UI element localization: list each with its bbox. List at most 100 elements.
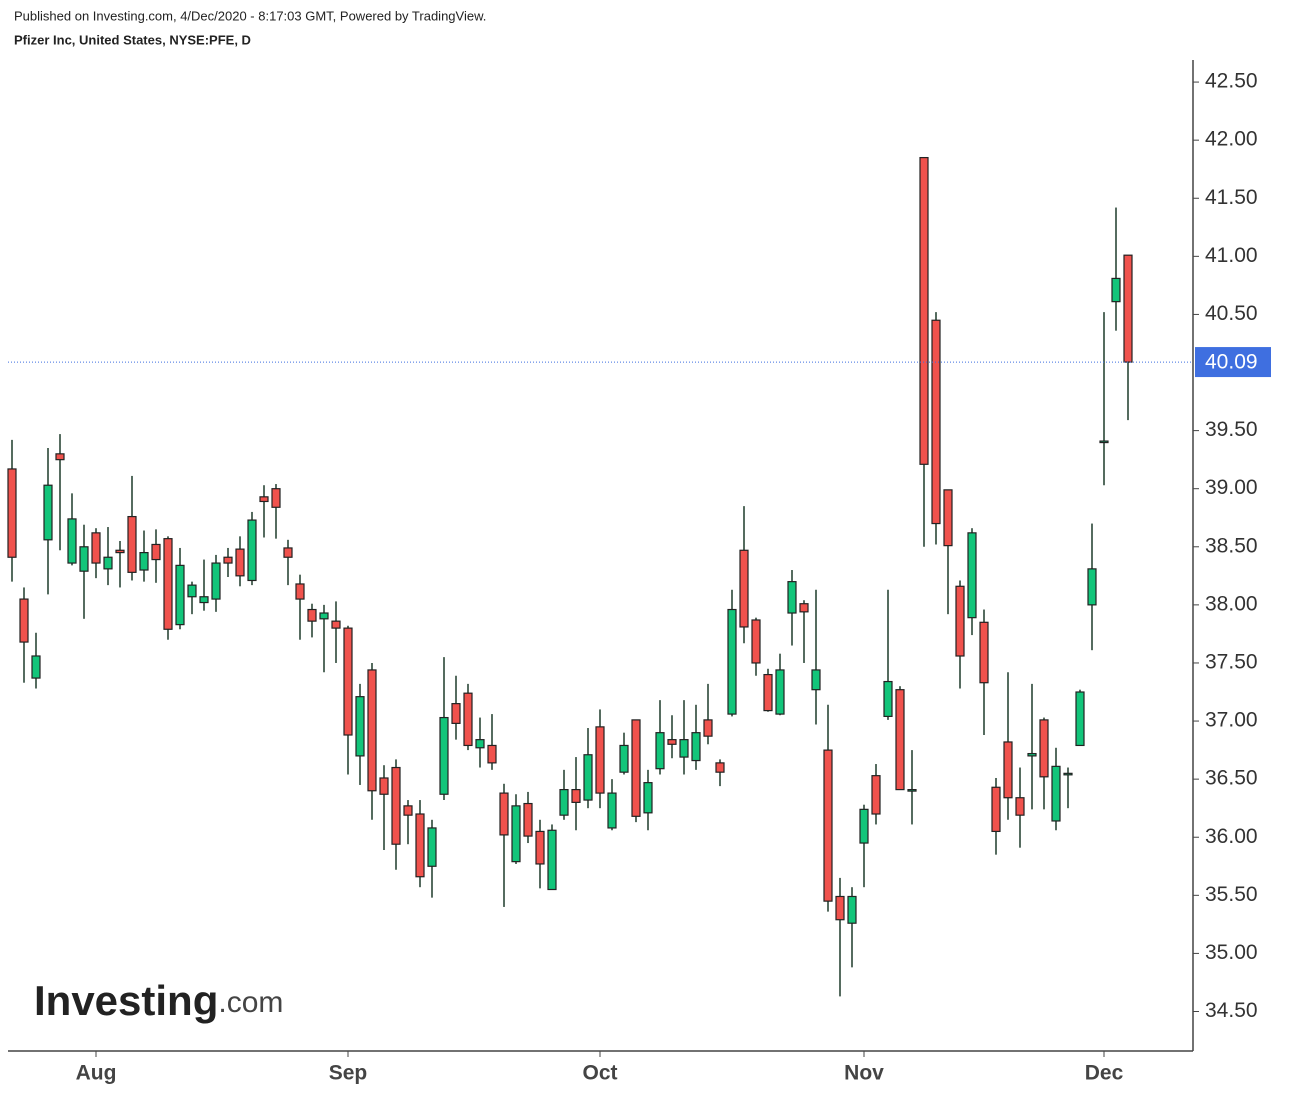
candle-body — [343, 627, 353, 736]
candle-body — [919, 156, 929, 465]
x-tick-label: Dec — [1085, 1062, 1124, 1085]
y-tick-label: 42.50 — [1205, 70, 1258, 93]
candle-body — [307, 608, 317, 622]
chart-subtitle: Published on Investing.com, 4/Dec/2020 -… — [14, 8, 486, 23]
x-tick-label: Nov — [844, 1062, 884, 1085]
y-tick-label: 35.50 — [1205, 883, 1258, 906]
candle-body — [391, 766, 401, 845]
candle-body — [667, 739, 677, 745]
candle-body — [1015, 797, 1025, 816]
candle-body — [463, 692, 473, 747]
candle-body — [139, 551, 149, 571]
candle-body — [955, 585, 965, 657]
candle-body — [79, 546, 89, 572]
y-tick-label: 38.00 — [1205, 592, 1258, 615]
candle-body — [523, 802, 533, 837]
candle-body — [187, 584, 197, 598]
candle-body — [931, 319, 941, 525]
candle-body — [1027, 752, 1037, 757]
candle-body — [607, 792, 617, 829]
candle-body — [319, 612, 329, 620]
y-tick-label: 39.50 — [1205, 418, 1258, 441]
candle-body — [31, 655, 41, 679]
candle-body — [451, 703, 461, 724]
candle-body — [775, 669, 785, 715]
candle-body — [151, 543, 161, 561]
candle-body — [415, 813, 425, 878]
watermark-suffix: .com — [218, 986, 283, 1019]
x-tick-label: Aug — [76, 1062, 117, 1085]
candle-body — [1087, 568, 1097, 606]
candle-body — [199, 596, 209, 604]
candle-body — [43, 484, 53, 541]
candle-body — [535, 830, 545, 865]
candle-body — [175, 564, 185, 626]
candle-body — [655, 732, 665, 770]
candle-body — [19, 598, 29, 643]
candle-body — [163, 538, 173, 630]
candle-body — [55, 453, 65, 461]
candle-body — [1003, 741, 1013, 799]
candle-body — [811, 669, 821, 691]
candle-body — [295, 583, 305, 600]
candle-body — [1111, 277, 1121, 303]
y-tick-label: 41.50 — [1205, 186, 1258, 209]
y-tick-label: 39.00 — [1205, 476, 1258, 499]
candle-body — [439, 716, 449, 795]
candle-body — [871, 775, 881, 815]
candle-body — [943, 489, 953, 547]
y-tick-label: 40.50 — [1205, 302, 1258, 325]
candle-body — [643, 782, 653, 814]
last-price-label: 40.09 — [1205, 351, 1258, 374]
candle-body — [379, 777, 389, 795]
y-tick-label: 34.50 — [1205, 999, 1258, 1022]
y-tick-label: 37.00 — [1205, 709, 1258, 732]
candle-body — [511, 805, 521, 863]
candle-body — [619, 744, 629, 773]
candle-body — [763, 673, 773, 712]
watermark-main: Investing — [34, 977, 218, 1024]
chart-title: Pfizer Inc, United States, NYSE:PFE, D — [14, 32, 251, 47]
candle-body — [883, 680, 893, 718]
candle-body — [979, 621, 989, 684]
candle-body — [223, 556, 233, 564]
candle-body — [967, 532, 977, 619]
candle-body — [283, 547, 293, 558]
candle-body — [991, 786, 1001, 833]
candle-body — [727, 608, 737, 715]
candle-body — [895, 689, 905, 791]
candle-body — [823, 749, 833, 902]
candle-body — [847, 895, 857, 924]
y-tick-label: 36.50 — [1205, 767, 1258, 790]
candle-body — [703, 719, 713, 737]
candle-body — [787, 581, 797, 614]
candle-body — [679, 739, 689, 758]
x-tick-label: Sep — [329, 1062, 368, 1085]
candle-body — [751, 619, 761, 664]
candle-body — [115, 549, 125, 554]
candle-body — [583, 754, 593, 801]
candle-body — [859, 808, 869, 844]
y-tick-label: 41.00 — [1205, 244, 1258, 267]
candle-body — [799, 603, 809, 613]
candle-body — [427, 827, 437, 867]
candle-body — [355, 696, 365, 757]
candle-body — [247, 519, 257, 582]
candle-body — [475, 739, 485, 749]
candle-body — [91, 532, 101, 564]
candle-body — [1075, 691, 1085, 747]
candle-body — [835, 895, 845, 921]
candle-body — [631, 719, 641, 817]
candle-body — [487, 744, 497, 764]
candle-body — [7, 468, 17, 558]
candle-body — [1099, 440, 1109, 444]
candle-body — [331, 620, 341, 629]
last-price-box — [1195, 347, 1271, 378]
candle-body — [211, 562, 221, 600]
candle-body — [1123, 254, 1133, 363]
candle-body — [691, 732, 701, 762]
watermark: Investing.com — [34, 977, 283, 1024]
candle-body — [1051, 765, 1061, 822]
candle-body — [259, 496, 269, 503]
y-tick-label: 36.00 — [1205, 825, 1258, 848]
